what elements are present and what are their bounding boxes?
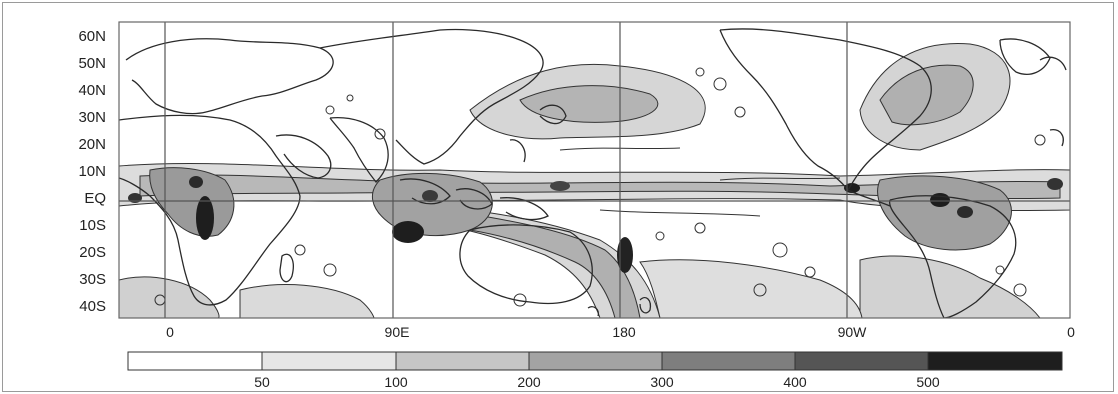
lat-label-eq: EQ — [84, 190, 106, 207]
colorbar-tick-400: 400 — [783, 374, 807, 390]
lat-label-50n: 50N — [78, 55, 106, 72]
lon-label-0-east: 0 — [1067, 324, 1075, 340]
high-precip-cores — [128, 176, 1063, 273]
lat-label-40n: 40N — [78, 82, 106, 99]
lat-label-10n: 10N — [78, 163, 106, 180]
colorbar-tick-500: 500 — [916, 374, 940, 390]
colorbar-tick-300: 300 — [650, 374, 674, 390]
lat-label-10s: 10S — [79, 217, 106, 234]
lon-label-90e: 90E — [384, 324, 410, 340]
lon-label-180: 180 — [612, 324, 636, 340]
colorbar — [127, 351, 1063, 371]
graticule — [119, 22, 1070, 318]
map-border — [118, 21, 1071, 319]
colorbar-tick-100: 100 — [384, 374, 408, 390]
colorbar-tick-50: 50 — [254, 374, 270, 390]
lat-label-30s: 30S — [79, 271, 106, 288]
lat-label-20n: 20N — [78, 136, 106, 153]
lon-label-0: 0 — [166, 324, 174, 340]
lat-label-30n: 30N — [78, 109, 106, 126]
lon-label-90w: 90W — [837, 324, 867, 340]
lat-label-60n: 60N — [78, 28, 106, 45]
coastlines — [119, 28, 1067, 318]
contour-fill-bands — [119, 43, 1070, 318]
lat-label-20s: 20S — [79, 244, 106, 261]
colorbar-tick-200: 200 — [517, 374, 541, 390]
lat-label-40s: 40S — [79, 298, 106, 315]
